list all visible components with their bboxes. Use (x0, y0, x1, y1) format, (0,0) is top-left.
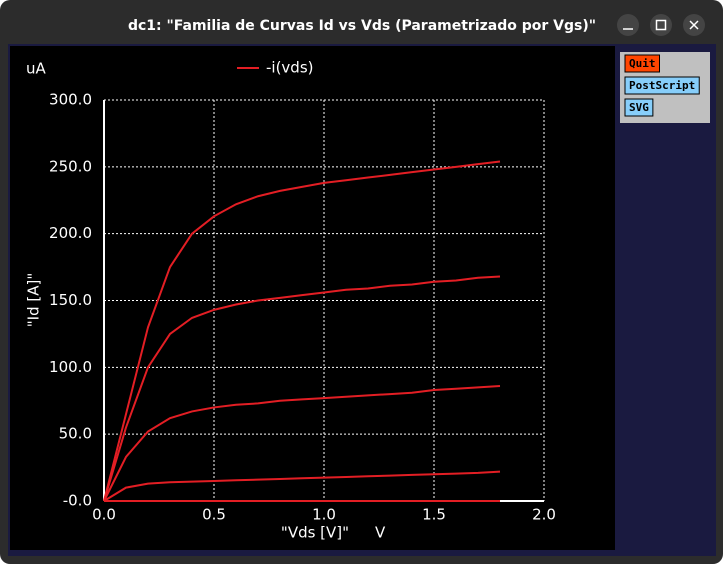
x-tick-label: 1.5 (422, 506, 446, 524)
button[interactable] (624, 54, 660, 73)
x-unit: V (375, 524, 386, 542)
y-tick-label: 200.0 (49, 224, 92, 242)
y-axis-label: "Id [A]" (25, 273, 43, 327)
x-tick-label: 1.0 (312, 506, 336, 524)
y-tick-label: 100.0 (49, 358, 92, 376)
button[interactable] (624, 98, 654, 117)
maximize[interactable] (650, 14, 672, 36)
y-tick-label: 250.0 (49, 157, 92, 175)
button-label: Quit (629, 57, 656, 70)
curve (103, 385, 501, 502)
x-tick-label: 0.5 (202, 506, 226, 524)
plot-area (10, 46, 615, 550)
x-tick-label: 0.0 (92, 506, 116, 524)
minimize[interactable] (617, 14, 639, 36)
curve (103, 160, 501, 502)
curve (103, 470, 501, 502)
legend-label: -i(vds) (266, 59, 314, 77)
y-tick-label: 300.0 (49, 91, 92, 109)
button-label: PostScript (629, 79, 695, 92)
y-tick-label: 150.0 (49, 291, 92, 309)
y-tick-label: 50.0 (59, 425, 92, 443)
x-axis-label: "Vds [V]" (281, 524, 349, 542)
y-unit: uA (26, 60, 47, 78)
maximize-icon (655, 19, 667, 31)
x-tick-label: 2.0 (532, 506, 556, 524)
curve (103, 275, 501, 502)
window-title: dc1: "Familia de Curvas Id vs Vds (Param… (128, 18, 596, 34)
buttons: Quit PostScript SVG (624, 54, 700, 117)
chart: -0.0 50.0 100.0 150.0 200.0 250.0 300.0 0.0 0.5 1… (25, 59, 556, 542)
close-icon (689, 20, 699, 30)
y-tick-label: -0.0 (63, 492, 92, 510)
button[interactable] (624, 76, 700, 95)
button-label: SVG (629, 101, 649, 114)
